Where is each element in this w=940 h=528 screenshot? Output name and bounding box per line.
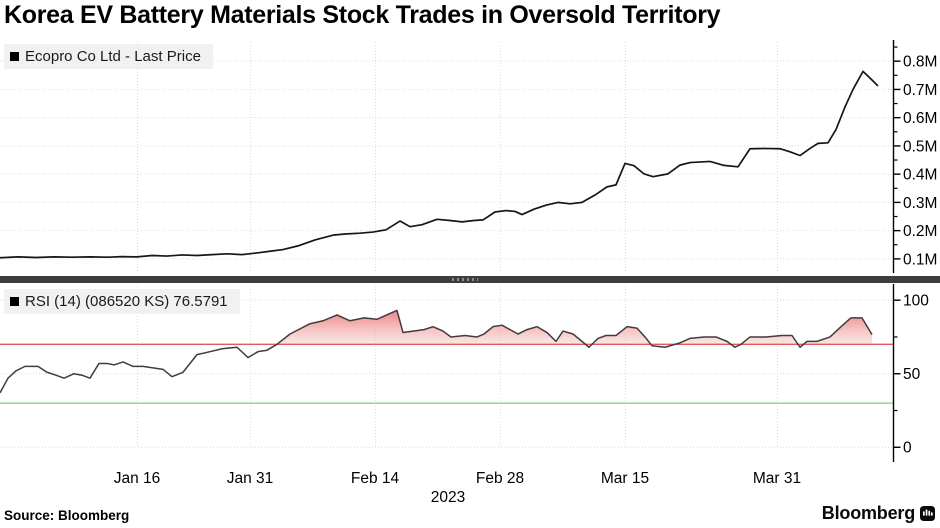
y-tick-label: 0.5M	[903, 138, 937, 155]
y-tick-label: 0	[903, 440, 912, 457]
page-title: Korea EV Battery Materials Stock Trades …	[4, 1, 721, 29]
y-tick-label: 0.1M	[903, 251, 937, 268]
legend-rsi-label: RSI (14) (086520 KS) 76.5791	[25, 293, 228, 310]
y-tick-label: 0.4M	[903, 167, 937, 184]
x-tick-label: Mar 31	[753, 470, 801, 487]
x-tick-label: Jan 31	[227, 470, 274, 487]
x-tick-label: Mar 15	[601, 470, 649, 487]
x-tick-label: Feb 28	[476, 470, 524, 487]
y-tick-label: 0.8M	[903, 54, 937, 71]
y-tick-label: 0.6M	[903, 110, 937, 127]
bloomberg-brand: Bloomberg	[822, 503, 935, 524]
x-axis-year-label: 2023	[431, 489, 465, 506]
y-tick-label: 100	[903, 293, 929, 310]
bloomberg-logo-icon	[920, 506, 935, 521]
legend-price-label: Ecopro Co Ltd - Last Price	[25, 48, 201, 65]
legend-swatch-icon	[10, 52, 19, 61]
legend-swatch-icon	[10, 297, 19, 306]
x-tick-label: Jan 16	[114, 470, 161, 487]
legend-rsi: RSI (14) (086520 KS) 76.5791	[4, 289, 240, 314]
y-tick-label: 50	[903, 366, 921, 383]
source-label: Source: Bloomberg	[4, 508, 130, 523]
x-tick-label: Feb 14	[351, 470, 400, 487]
bloomberg-wordmark: Bloomberg	[821, 503, 915, 523]
y-tick-label: 0.3M	[903, 195, 937, 212]
price-line	[0, 70, 879, 259]
panel-resize-divider[interactable]	[0, 276, 940, 283]
y-tick-label: 0.7M	[903, 82, 937, 99]
rsi-line	[0, 309, 873, 394]
legend-price: Ecopro Co Ltd - Last Price	[4, 44, 213, 69]
y-tick-label: 0.2M	[903, 223, 937, 240]
divider-grip-icon[interactable]	[452, 278, 478, 281]
rsi-overbought-fill	[277, 310, 872, 345]
